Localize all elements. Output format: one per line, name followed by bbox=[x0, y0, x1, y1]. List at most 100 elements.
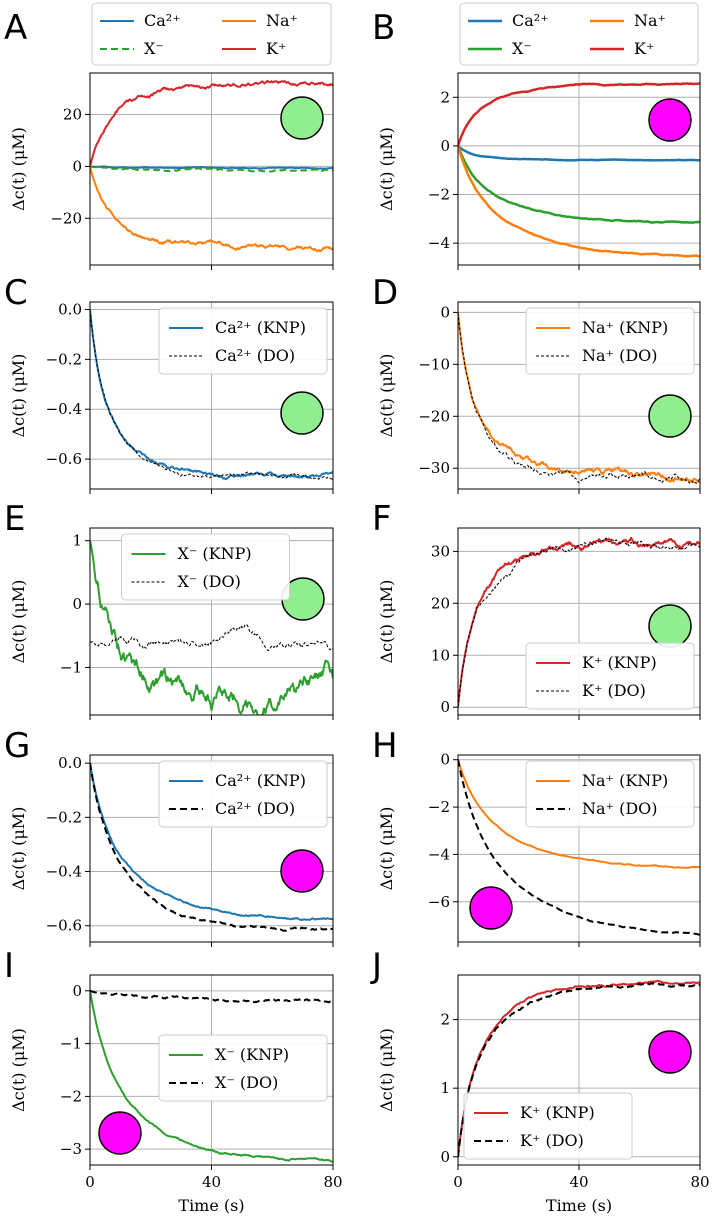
legend-label: Ca²⁺ (KNP) bbox=[215, 771, 306, 790]
series-line-f-0 bbox=[458, 536, 700, 708]
panel-h: −6 −4 −2 0 Δc(t) (μM) H Na⁺ (KNP) Na⁺ (DO) bbox=[372, 726, 701, 947]
legend-label: X⁻ (DO) bbox=[215, 1073, 278, 1092]
legend-a: Ca²⁺ Na⁺ X⁻ K⁺ bbox=[91, 2, 332, 66]
y-tick-label: −30 bbox=[418, 459, 450, 477]
marker-circle bbox=[469, 886, 513, 930]
y-tick-label: 0.0 bbox=[58, 754, 82, 772]
panel-b: −4 −2 0 2 Δc(t) (μM) B Ca²⁺ Na⁺ X⁻ K⁺ bbox=[372, 2, 701, 270]
legend-label: K⁺ bbox=[634, 39, 654, 58]
series-line-b-1 bbox=[458, 145, 700, 224]
y-tick-label: 0 bbox=[440, 303, 450, 321]
y-axis-label: Δc(t) (μM) bbox=[9, 807, 28, 891]
series-line-c-1 bbox=[90, 309, 333, 481]
legend-label: K⁺ (DO) bbox=[582, 681, 646, 700]
legend-box bbox=[525, 307, 695, 375]
y-tick-label: −4 bbox=[428, 234, 450, 252]
legend-label: Na⁺ (KNP) bbox=[582, 771, 668, 790]
y-axis-label: Δc(t) (μM) bbox=[9, 1028, 28, 1112]
legend-label: K⁺ (DO) bbox=[520, 1131, 584, 1150]
series-line-h-0 bbox=[458, 759, 700, 869]
y-axis-label: Δc(t) (μM) bbox=[377, 580, 396, 664]
y-axis-label: Δc(t) (μM) bbox=[9, 580, 28, 664]
series-line-a-1 bbox=[90, 165, 333, 173]
legend-box bbox=[525, 760, 695, 828]
y-axis-label: Δc(t) (μM) bbox=[377, 127, 396, 211]
marker-circle bbox=[648, 1030, 692, 1074]
y-tick-label: −20 bbox=[50, 209, 82, 227]
series-line-b-0 bbox=[458, 144, 700, 162]
y-tick-label: −0.2 bbox=[46, 350, 82, 368]
series-group-d bbox=[458, 312, 700, 484]
y-tick-label: 0 bbox=[72, 157, 82, 175]
y-tick-label: 2 bbox=[440, 1011, 450, 1029]
y-tick-label: 1 bbox=[72, 532, 82, 550]
series-line-e-0 bbox=[90, 540, 333, 715]
series-group-h bbox=[458, 759, 700, 936]
legend-g: Ca²⁺ (KNP) Ca²⁺ (DO) bbox=[158, 760, 328, 828]
legend-box bbox=[463, 1092, 633, 1160]
series-line-a-2 bbox=[90, 166, 333, 253]
legend-d: Na⁺ (KNP) Na⁺ (DO) bbox=[525, 307, 695, 375]
marker-circle bbox=[280, 96, 324, 140]
legend-box bbox=[91, 2, 332, 66]
series-line-f-1 bbox=[458, 537, 700, 708]
y-tick-label: 0 bbox=[440, 1148, 450, 1166]
y-tick-label: −0.4 bbox=[46, 400, 82, 418]
panel-letter: C bbox=[4, 273, 28, 313]
y-tick-label: −0.4 bbox=[46, 863, 82, 881]
y-tick-label: 0.0 bbox=[58, 300, 82, 318]
y-tick-label: −0.6 bbox=[46, 917, 82, 935]
legend-label: Na⁺ (KNP) bbox=[582, 318, 668, 337]
series-group-i bbox=[90, 989, 333, 1163]
series-group-g bbox=[90, 762, 333, 932]
legend-b: Ca²⁺ Na⁺ X⁻ K⁺ bbox=[459, 2, 699, 66]
legend-label: Ca²⁺ (DO) bbox=[215, 346, 295, 365]
legend-label: K⁺ bbox=[266, 39, 286, 58]
panel-letter: I bbox=[4, 946, 14, 986]
x-tick-label: 80 bbox=[323, 1173, 342, 1191]
y-tick-label: −6 bbox=[428, 893, 450, 911]
legend-label: X⁻ bbox=[512, 39, 532, 58]
y-tick-label: 0 bbox=[72, 595, 82, 613]
y-tick-label: 0 bbox=[440, 751, 450, 769]
panel-letter: D bbox=[372, 273, 398, 313]
legend-box bbox=[459, 2, 699, 66]
y-tick-label: −2 bbox=[60, 1087, 82, 1105]
panel-letter: A bbox=[4, 8, 27, 48]
panel-letter: H bbox=[372, 726, 398, 766]
x-tick-label: 0 bbox=[85, 1173, 95, 1191]
series-line-e-1 bbox=[90, 623, 333, 652]
legend-box bbox=[121, 533, 290, 601]
series-line-i-0 bbox=[90, 990, 333, 1163]
series-line-g-1 bbox=[90, 762, 333, 932]
legend-box bbox=[158, 760, 328, 828]
marker-circle bbox=[280, 391, 324, 435]
y-tick-label: 0 bbox=[72, 982, 82, 1000]
panel-e: −1 0 1 Δc(t) (μM) E X⁻ (KNP) X⁻ (DO) bbox=[4, 499, 334, 720]
panel-j: 0 40 80 0 1 2 Δc(t) (μM) Time (s) J K⁺ (KNP) K⁺ (D… bbox=[370, 946, 710, 1215]
series-line-b-3 bbox=[458, 82, 700, 147]
legend-box bbox=[158, 307, 328, 375]
legend-label: X⁻ (DO) bbox=[178, 572, 241, 591]
marker-circle bbox=[98, 1111, 142, 1155]
y-tick-label: 1 bbox=[440, 1079, 450, 1097]
series-line-g-0 bbox=[90, 762, 333, 921]
marker-circle bbox=[648, 604, 692, 648]
y-tick-label: −2 bbox=[428, 186, 450, 204]
legend-label: X⁻ (KNP) bbox=[178, 544, 252, 563]
legend-label: Na⁺ (DO) bbox=[582, 346, 658, 365]
y-tick-label: −1 bbox=[60, 1035, 82, 1053]
legend-f: K⁺ (KNP) K⁺ (DO) bbox=[525, 642, 695, 710]
legend-j: K⁺ (KNP) K⁺ (DO) bbox=[463, 1092, 633, 1160]
y-tick-label: −4 bbox=[428, 845, 450, 863]
legend-label: X⁻ (KNP) bbox=[215, 1045, 289, 1064]
series-line-h-1 bbox=[458, 759, 700, 936]
legend-label: Ca²⁺ bbox=[512, 11, 549, 30]
series-line-a-0 bbox=[90, 165, 333, 170]
panel-d: −30 −20 −10 0 Δc(t) (μM) D Na⁺ (KNP) Na⁺ (DO) bbox=[372, 273, 701, 494]
legend-e: X⁻ (KNP) X⁻ (DO) bbox=[121, 533, 290, 601]
